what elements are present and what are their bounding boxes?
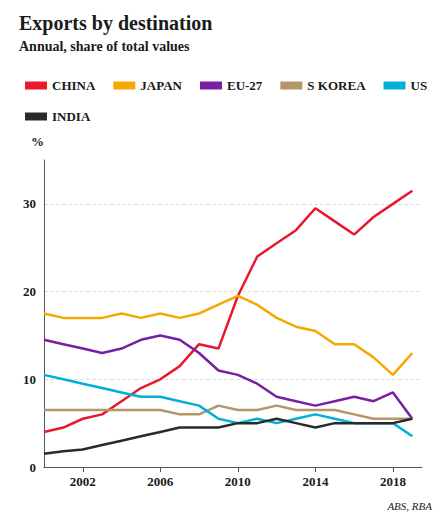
- svg-text:2010: 2010: [225, 474, 251, 489]
- svg-text:EU-27: EU-27: [227, 78, 263, 93]
- svg-text:JAPAN: JAPAN: [140, 78, 182, 93]
- svg-text:2002: 2002: [70, 474, 96, 489]
- svg-text:%: %: [31, 134, 44, 149]
- svg-text:Exports by destination: Exports by destination: [19, 12, 212, 35]
- svg-text:CHINA: CHINA: [52, 78, 96, 93]
- svg-text:30: 30: [23, 196, 36, 211]
- svg-text:0: 0: [30, 460, 37, 475]
- svg-text:ABS, RBA: ABS, RBA: [386, 500, 432, 512]
- svg-text:10: 10: [23, 372, 36, 387]
- svg-text:20: 20: [23, 284, 36, 299]
- svg-text:2014: 2014: [302, 474, 329, 489]
- svg-text:S KOREA: S KOREA: [307, 78, 366, 93]
- svg-text:2018: 2018: [380, 474, 407, 489]
- svg-text:Annual, share of total values: Annual, share of total values: [19, 39, 190, 54]
- svg-text:2006: 2006: [147, 474, 174, 489]
- svg-text:INDIA: INDIA: [52, 109, 91, 124]
- svg-text:US: US: [411, 78, 428, 93]
